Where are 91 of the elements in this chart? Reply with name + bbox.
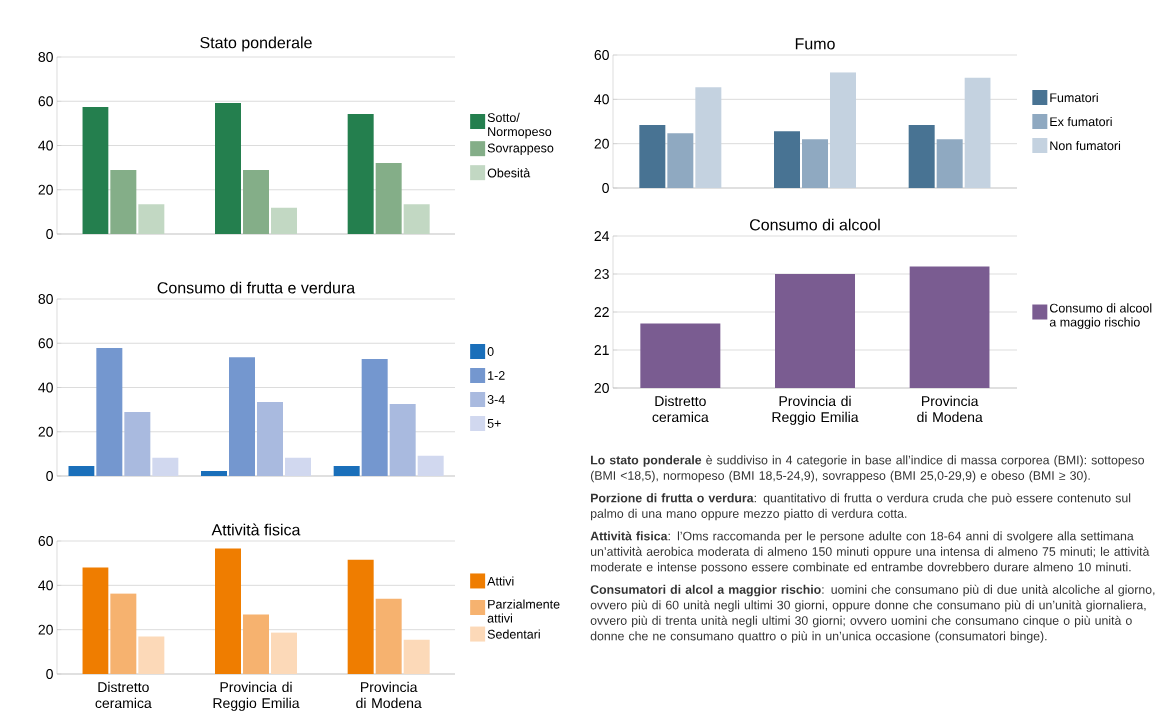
chart-title: Stato ponderale (200, 36, 312, 52)
bar (271, 207, 297, 235)
y-tick-label: 0 (46, 229, 53, 239)
bar (229, 357, 255, 477)
y-tick-label: 20 (594, 138, 609, 149)
bar (964, 77, 991, 188)
x-tick-label: Distretto ceramica (95, 681, 152, 709)
y-tick-label: 20 (38, 624, 53, 635)
bar (347, 114, 374, 235)
bar (138, 204, 165, 235)
y-tick-label: 60 (38, 536, 53, 546)
legend-label: Obesità (487, 168, 531, 178)
legend-label: 0 (487, 347, 494, 356)
legend-label: Non fumatori (1050, 140, 1121, 151)
bar (333, 466, 360, 477)
chart-title: Attività fisica (211, 523, 301, 536)
x-tick-label: Provincia di Reggio Emilia (213, 681, 300, 711)
bar (695, 87, 722, 188)
y-tick-label: 23 (594, 269, 609, 279)
text: Consumatori di alcol a maggior rischio: uomini che consumano più di due unità alcoliche al giorno, ovvero più di 60 unità negli ultimi 30 giorni, oppure donne che consumano più di un’unità giornaliera, ovvero più di trenta unità negli ultimi 30 giorni; ovvero uomini che consumano cinque o più unità o donne che ne consumano quattro o più in un’unica occasione (consumatori binge). (590, 584, 1155, 643)
x-tick-label: Distretto ceramica (652, 395, 709, 423)
x-tick-label: Provincia di Modena (917, 395, 983, 423)
bar (82, 567, 109, 675)
y-tick-label: 60 (38, 96, 53, 107)
y-tick-label: 80 (38, 52, 53, 62)
y-tick-label: 20 (38, 184, 53, 195)
y-tick-label: 0 (46, 471, 53, 481)
bar (215, 548, 241, 675)
y-tick-label: 80 (38, 294, 53, 304)
bar (774, 131, 801, 188)
text: Attività fisica: l’Oms raccomanda per le persone adulte con 18-64 anni di svolgere alla settimana un’attività aerobica moderata di almeno 150 minuti oppure una intensa di almeno 75 minuti; le attività moderate e intense possono essere combinate ed entrambe dovrebbero durare almeno 10 minuti. (590, 531, 1150, 574)
bar (68, 466, 95, 477)
y-tick-label: 20 (38, 426, 53, 437)
legend-label: Sotto/ Normopeso (487, 112, 552, 139)
legend-label: 5+ (487, 419, 501, 428)
y-tick-label: 60 (594, 50, 609, 60)
bar (667, 133, 694, 188)
y-tick-label: 40 (594, 94, 609, 105)
y-tick-label: 24 (594, 231, 610, 241)
y-tick-label: 20 (594, 383, 609, 393)
bar (82, 107, 109, 235)
bar (639, 125, 666, 188)
legend-label: Ex fumatori (1050, 116, 1112, 127)
bar (403, 204, 430, 235)
bar (830, 72, 857, 188)
bar (152, 457, 179, 477)
y-tick-label: 0 (602, 183, 609, 193)
y-tick-label: 40 (38, 580, 53, 591)
legend-label: Sovrappeso (487, 143, 554, 155)
text: Porzione di frutta o verdura: quantitativo di frutta o verdura cruda che può essere contenuto sul palmo di una mano oppure mezzo piatto di verdura cotta. (591, 493, 1131, 521)
bar (124, 412, 151, 477)
legend-label: Consumo di alcool a maggio rischio (1049, 303, 1152, 329)
chart-title: Fumo (795, 38, 835, 50)
y-tick-label: 40 (38, 140, 53, 151)
x-tick-label: Provincia di Reggio Emilia (772, 395, 859, 425)
bar (243, 170, 269, 235)
y-tick-label: 0 (46, 669, 53, 679)
text: Lo stato ponderale è suddiviso in 4 categorie in base all’indice di massa corporea (BMI): sottopeso (BMI <18,5), normopeso (BMI 18,5-24,9), sovrappeso (BMI 25,0-29,9) e obeso (BMI ≥ 30). (590, 455, 1145, 483)
chart-title: Consumo di alcool (750, 218, 880, 231)
bar (243, 614, 269, 675)
x-tick-label: Provincia di Modena (356, 681, 422, 709)
y-tick-label: 22 (594, 307, 609, 317)
legend-label: Fumatori (1050, 92, 1098, 103)
y-tick-label: 21 (594, 345, 609, 355)
bar (138, 636, 165, 675)
bar (110, 170, 137, 235)
bar (936, 139, 963, 188)
bar (271, 632, 297, 675)
bar (96, 347, 123, 477)
legend-label: Parzialmente attivi (487, 599, 560, 623)
bar (201, 470, 227, 477)
bar (110, 593, 137, 675)
bar (417, 455, 444, 477)
bar (802, 139, 829, 188)
y-tick-label: 40 (38, 382, 53, 393)
bar (215, 103, 241, 235)
bar (403, 639, 430, 675)
bar (908, 125, 935, 188)
bar (375, 162, 402, 235)
y-tick-label: 60 (38, 338, 53, 349)
bar (257, 402, 283, 477)
bar (285, 457, 311, 477)
bar (375, 598, 402, 675)
legend-label: Attivi (487, 576, 514, 586)
bar (389, 403, 416, 477)
legend-label: 1-2 (488, 371, 505, 380)
bar (361, 358, 388, 477)
legend-label: Sedentari (487, 629, 540, 639)
legend-label: 3-4 (487, 395, 505, 404)
bar (347, 559, 374, 675)
chart-title: Consumo di frutta e verdura (157, 281, 356, 294)
